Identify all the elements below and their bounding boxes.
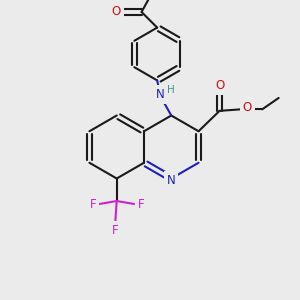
Text: O: O [243, 101, 252, 114]
Text: H: H [167, 85, 175, 95]
Text: N: N [156, 88, 165, 101]
Text: N: N [167, 173, 176, 187]
Text: O: O [215, 79, 225, 92]
Text: O: O [112, 5, 121, 18]
Text: F: F [89, 197, 96, 211]
Text: F: F [112, 224, 119, 237]
Text: F: F [137, 197, 144, 211]
